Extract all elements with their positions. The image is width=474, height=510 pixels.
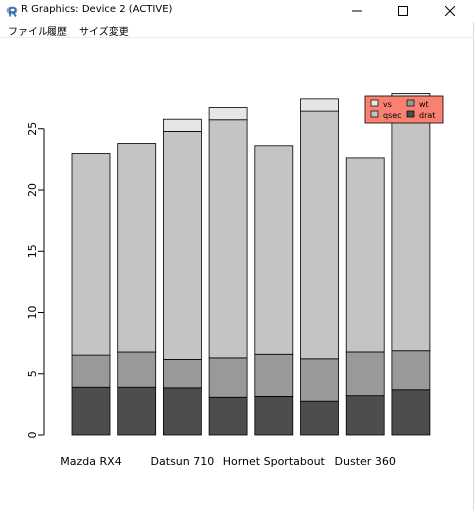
legend-swatch-drat [406,110,415,118]
plot-area: 0 5 10 15 20 25 Mazda RX4 Datsun 710 Hornet Spor… [26,93,444,468]
bar-segment-wt [71,354,111,388]
bar-segment-drat [162,387,202,436]
close-button[interactable] [427,0,473,22]
legend-swatch-qsec [370,110,379,118]
y-tick-label: 10 [26,306,39,320]
bar-segment-qsec [162,131,202,360]
legend-swatch-vs [370,99,379,107]
legend-label-qsec: qsec [383,111,402,120]
legend-label-wt: wt [419,100,429,109]
menu-history[interactable]: 履歴 [47,27,67,38]
bar-segment-qsec [345,157,385,353]
bar-segment-wt [162,359,202,389]
title-bar[interactable]: R Graphics: Device 2 (ACTIVE) [0,0,474,22]
r-logo-icon [6,6,18,17]
bar-segment-wt [391,350,431,391]
legend-swatch-wt [406,99,415,107]
bar-segment-wt [117,351,157,388]
bar-segment-drat [208,396,248,436]
bar-segment-drat [391,389,431,436]
menu-file[interactable]: ファイル [8,27,48,38]
bar-segment-vs [208,107,248,121]
bar-segment-drat [117,386,157,436]
x-tick-label: Hornet Sportabout [223,455,326,468]
minimize-icon [352,10,362,12]
bar-segment-drat [300,400,339,436]
bar-segment-wt [300,358,339,402]
window-title: R Graphics: Device 2 (ACTIVE) [21,4,173,15]
x-tick-label: Duster 360 [335,455,396,468]
bar-segment-qsec [391,105,431,352]
y-tick-label: 20 [26,183,39,197]
y-tick-label: 0 [26,432,39,439]
y-tick-label: 5 [26,370,39,377]
legend-label-drat: drat [419,111,435,120]
y-tick-label: 15 [26,244,39,258]
bar-segment-qsec [208,119,248,359]
maximize-icon [398,6,408,16]
bar-segment-drat [254,396,294,436]
bar-segment-vs [300,98,339,112]
bar-segment-qsec [71,153,111,356]
y-tick-label: 25 [26,122,39,136]
bar-segment-wt [254,353,294,397]
bar-segment-qsec [117,143,157,353]
x-tick-label: Datsun 710 [151,455,215,468]
minimize-button[interactable] [334,0,380,22]
bar-segment-wt [208,357,248,398]
menu-resize[interactable]: サイズ変更 [79,27,129,38]
maximize-button[interactable] [380,0,426,22]
bar-segment-drat [345,395,385,436]
bar-segment-qsec [254,145,294,355]
legend-label-vs: vs [383,100,392,109]
x-tick-label: Mazda RX4 [60,455,121,468]
menu-bar: ファイル 履歴 サイズ変更 [0,22,474,38]
bar-segment-wt [345,351,385,397]
bar-segment-drat [71,386,111,436]
bar-segment-qsec [300,110,339,360]
close-icon [445,6,455,16]
bar-segment-vs [162,118,202,132]
